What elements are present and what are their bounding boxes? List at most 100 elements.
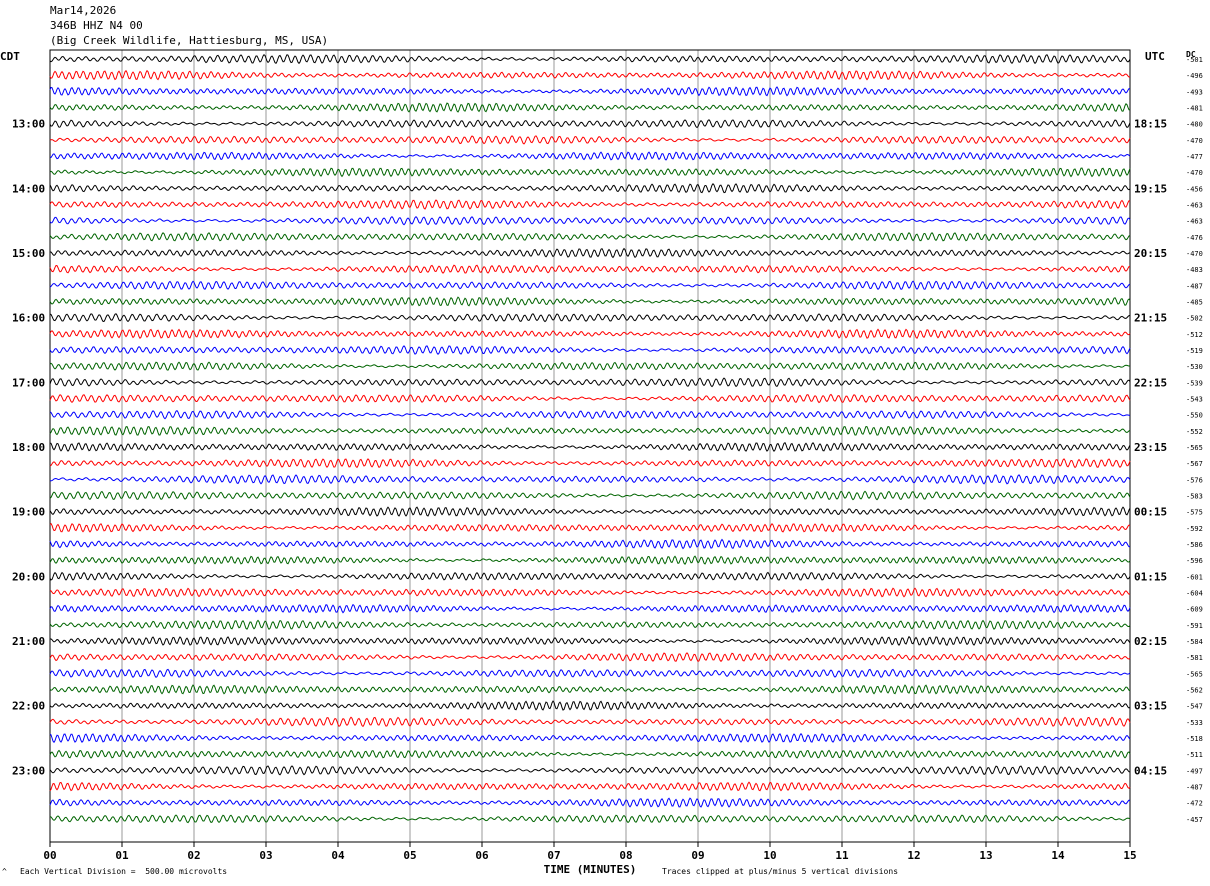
left-hour-label: 13:00 [12,118,45,131]
x-tick-label: 15 [1123,849,1136,862]
left-hour-label: 20:00 [12,570,45,583]
right-hour-label: 04:15 [1134,764,1167,777]
dc-offset-label: -533 [1186,719,1203,727]
right-hour-label: 00:15 [1134,506,1167,519]
dc-offset-label: -583 [1186,493,1203,501]
dc-offset-label: -493 [1186,88,1203,96]
right-hour-label: 02:15 [1134,635,1167,648]
dc-offset-label: -496 [1186,72,1203,80]
dc-offset-label: -518 [1186,735,1203,743]
right-hour-label: 20:15 [1134,247,1167,260]
left-hour-label: 15:00 [12,247,45,260]
x-tick-label: 00 [43,849,56,862]
right-hour-label: 03:15 [1134,700,1167,713]
trace-row-33 [49,587,1131,598]
trace-row-2 [49,86,1131,97]
trace-row-31 [49,555,1131,565]
dc-offset-label: -562 [1186,687,1203,695]
dc-offset-label: -530 [1186,363,1203,371]
x-tick-label: 13 [979,849,992,862]
trace-row-3 [49,102,1131,113]
right-hour-label: 22:15 [1134,376,1167,389]
x-tick-label: 01 [115,849,129,862]
trace-row-9 [49,199,1131,210]
x-tick-label: 04 [331,849,345,862]
trace-row-47 [49,814,1131,824]
trace-row-39 [49,684,1131,695]
trace-row-46 [49,797,1131,808]
trace-row-8 [49,182,1131,194]
dc-offset-label: -543 [1186,396,1203,404]
x-axis-label: TIME (MINUTES) [544,863,637,876]
left-hour-label: 22:00 [12,700,45,713]
left-timezone-label: CDT [0,50,20,63]
dc-offset-label: -596 [1186,557,1203,565]
dc-offset-label: -512 [1186,331,1203,339]
dc-offset-label: -476 [1186,234,1203,242]
trace-row-13 [49,264,1131,274]
right-hour-label: 01:15 [1134,570,1167,583]
trace-row-0 [49,53,1131,65]
x-tick-label: 14 [1051,849,1065,862]
header-station: 346B HHZ N4 00 [50,19,143,32]
footer-scale-note: Each Vertical Division = 500.00 microvol… [20,867,228,876]
dc-offset-label: -497 [1186,767,1203,775]
dc-offset-label: -511 [1186,751,1203,759]
trace-row-7 [49,167,1131,178]
trace-row-5 [49,135,1131,145]
dc-offset-label: -480 [1186,121,1203,129]
trace-row-22 [49,410,1131,420]
trace-row-19 [49,361,1131,371]
dc-offset-label: -487 [1186,282,1203,290]
x-tick-label: 02 [187,849,200,862]
dc-offset-label: -604 [1186,590,1203,598]
left-hour-label: 14:00 [12,182,45,195]
x-tick-label: 12 [907,849,920,862]
x-tick-label: 07 [547,849,560,862]
left-hour-label: 18:00 [12,441,45,454]
dc-offset-label: -591 [1186,622,1203,630]
dc-offset-label: -519 [1186,347,1203,355]
trace-row-21 [49,393,1131,404]
x-tick-label: 05 [403,849,416,862]
trace-row-25 [49,458,1131,469]
dc-offset-label: -472 [1186,800,1203,808]
dc-offset-label: -547 [1186,703,1203,711]
trace-row-15 [49,296,1131,307]
dc-offset-label: -470 [1186,250,1203,258]
dc-offset-label: -483 [1186,266,1203,274]
dc-offset-label: -601 [1186,573,1203,581]
x-tick-label: 06 [475,849,489,862]
x-tick-label: 09 [691,849,704,862]
header-date: Mar14,2026 [50,4,117,17]
trace-row-1 [49,69,1131,81]
trace-row-44 [49,765,1131,776]
dc-offset-label: -576 [1186,476,1203,484]
dc-offset-label: -463 [1186,218,1203,226]
trace-row-43 [49,749,1131,759]
trace-row-26 [49,474,1131,485]
left-hour-label: 23:00 [12,764,45,777]
trace-row-40 [49,700,1131,711]
trace-row-28 [49,506,1131,517]
right-timezone-label: UTC [1145,50,1165,63]
dc-offset-label: -584 [1186,638,1203,646]
trace-row-36 [49,635,1131,647]
left-hour-label: 17:00 [12,376,45,389]
trace-row-24 [49,441,1131,453]
left-hour-label: 16:00 [12,312,45,325]
footer-marker: ^ [2,867,7,876]
trace-row-16 [49,313,1131,323]
dc-offset-label: -470 [1186,137,1203,145]
x-tick-label: 11 [835,849,849,862]
dc-offset-label: -581 [1186,654,1203,662]
dc-offset-label: -575 [1186,509,1203,517]
right-hour-label: 21:15 [1134,312,1167,325]
trace-row-27 [49,490,1131,501]
dc-offset-label: -485 [1186,299,1203,307]
dc-offset-label: -487 [1186,784,1203,792]
footer-clip-note: Traces clipped at plus/minus 5 vertical … [662,867,899,876]
dc-offset-label: -501 [1186,56,1203,64]
trace-row-41 [49,716,1131,728]
dc-offset-label: -477 [1186,153,1203,161]
